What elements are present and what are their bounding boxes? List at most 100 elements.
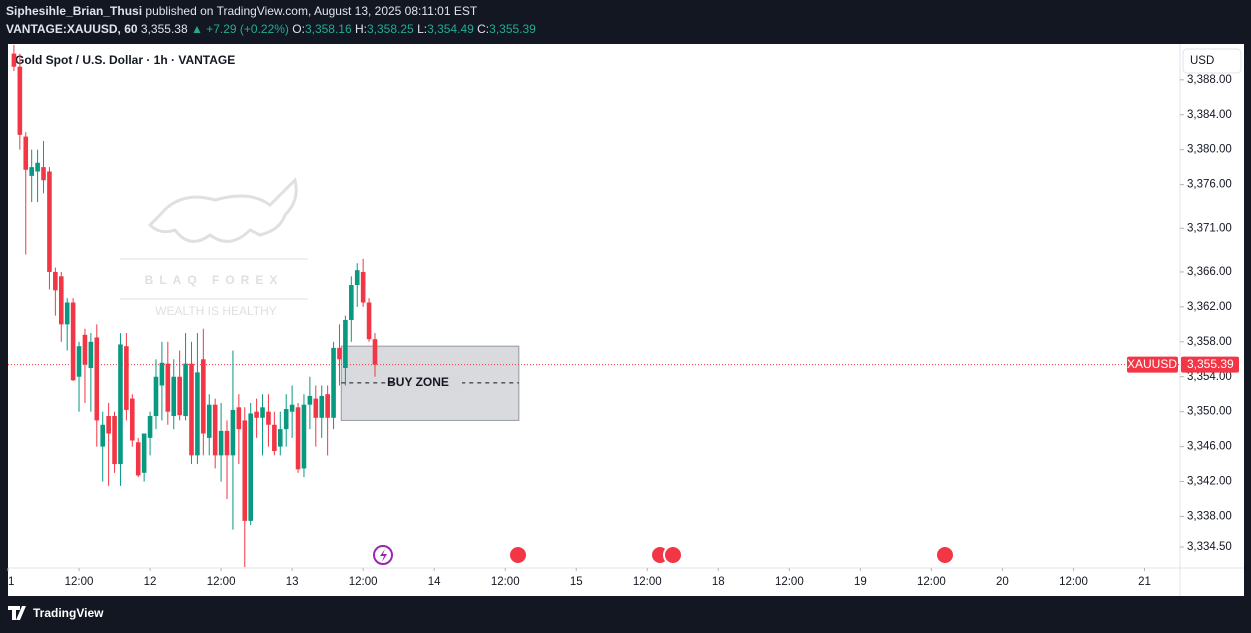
candle-body xyxy=(135,442,141,476)
event-icon xyxy=(935,545,955,565)
x-tick-label: 12:00 xyxy=(1059,576,1088,588)
candle-body xyxy=(53,271,58,291)
candle-body xyxy=(165,363,171,412)
header-line1: Siphesihle_Brian_Thusi published on Trad… xyxy=(6,4,478,18)
chart-title: Gold Spot / U.S. Dollar · 1h · VANTAGE xyxy=(15,53,235,67)
candle-body xyxy=(141,433,147,473)
candle-body xyxy=(349,285,354,320)
candle-body xyxy=(147,416,153,438)
event-icons xyxy=(373,545,955,565)
currency-box xyxy=(1182,48,1242,74)
c: 3,355.39 xyxy=(489,22,536,36)
x-tick-label: 19 xyxy=(854,576,867,588)
candle-body xyxy=(277,429,283,447)
candle-body xyxy=(331,347,336,418)
candle-body xyxy=(118,344,123,465)
footer-logo xyxy=(8,606,26,620)
last-symbol-bg xyxy=(1127,356,1178,373)
candle-body xyxy=(23,136,29,170)
candle-body xyxy=(301,404,307,469)
y-tick-label: 3,354.00 xyxy=(1187,371,1232,383)
x-tick-label: 12:00 xyxy=(917,576,946,588)
last: 3,355.38 xyxy=(141,22,188,36)
x-tick-label: 21 xyxy=(1138,576,1151,588)
y-tick-label: 3,366.00 xyxy=(1187,266,1232,278)
x-tick-label: 12 xyxy=(144,576,157,588)
header-line2: VANTAGE:XAUUSD, 60 3,355.38 ▲ +7.29 (+0.… xyxy=(6,22,536,36)
x-tick-label: 20 xyxy=(996,576,1009,588)
h: 3,358.25 xyxy=(367,22,414,36)
candle-body xyxy=(130,398,135,441)
candle-body xyxy=(94,337,100,421)
watermark-name: BLAQ FOREX xyxy=(145,273,284,287)
candle-body xyxy=(206,404,212,438)
published: published on TradingView.com, August 13,… xyxy=(145,4,477,18)
candle-body xyxy=(307,395,313,405)
y-tick-label: 3,362.00 xyxy=(1187,301,1232,313)
candle-body xyxy=(372,339,378,365)
candle-body xyxy=(171,376,177,417)
candle-body xyxy=(325,394,330,418)
candle-body xyxy=(29,167,34,176)
zone-label-bg xyxy=(398,374,463,391)
candle-body xyxy=(112,416,117,465)
last-price-label: 3,355.39 xyxy=(1187,357,1234,371)
o: 3,358.16 xyxy=(305,22,352,36)
watermark-slogan: WEALTH IS HEALTHY xyxy=(155,304,277,318)
candle-body xyxy=(295,407,301,470)
y-tick-label: 3,338.00 xyxy=(1187,511,1232,523)
candle-body xyxy=(195,372,200,456)
x-tick-label: 12:00 xyxy=(349,576,378,588)
candle-body xyxy=(236,407,242,430)
event-icon xyxy=(663,545,683,565)
x-tick-label: 12:00 xyxy=(65,576,94,588)
candle-body xyxy=(283,409,289,430)
y-tick-label: 3,334.50 xyxy=(1187,541,1232,553)
y-tick-label: 3,371.00 xyxy=(1187,222,1232,234)
x-tick-label: 12:00 xyxy=(633,576,662,588)
candle-body xyxy=(11,53,17,67)
c-label: C: xyxy=(477,22,489,36)
candle-body xyxy=(313,398,319,418)
candle-body xyxy=(319,395,325,418)
event-bolt xyxy=(380,549,387,562)
y-tick-label: 3,388.00 xyxy=(1187,74,1232,86)
event-icon xyxy=(508,545,528,565)
candle-body xyxy=(189,363,194,456)
y-tick-label: 3,358.00 xyxy=(1187,336,1232,348)
candle-body xyxy=(153,376,159,417)
last-symbol: XAUUSD xyxy=(1127,357,1177,371)
candle-body xyxy=(272,424,277,451)
l-label: L: xyxy=(417,22,427,36)
candle-body xyxy=(254,411,259,418)
candle-body xyxy=(230,409,236,456)
h-label: H: xyxy=(355,22,367,36)
zone-label: BUY ZONE xyxy=(387,375,449,389)
candle-body xyxy=(58,276,64,325)
y-tick-label: 3,376.00 xyxy=(1187,179,1232,191)
x-tick-label: 13 xyxy=(286,576,299,588)
candle-body xyxy=(35,162,40,172)
y-tick-label: 3,346.00 xyxy=(1187,441,1232,453)
x-tick-label: 15 xyxy=(570,576,583,588)
footer-brand: TradingView xyxy=(33,606,104,620)
y-tick-label: 3,342.00 xyxy=(1187,476,1232,488)
watermark-bull xyxy=(147,177,298,243)
candle-body xyxy=(183,363,188,417)
candle-body xyxy=(337,347,342,360)
symbol: VANTAGE:XAUUSD, 60 xyxy=(6,22,138,36)
candle-body xyxy=(218,430,224,456)
y-tick-label: 3,384.00 xyxy=(1187,109,1232,121)
candle-body xyxy=(17,66,23,135)
x-tick-label: 14 xyxy=(428,576,441,588)
currency: USD xyxy=(1190,55,1214,67)
candle-body xyxy=(177,376,182,416)
x-tick-label: 12:00 xyxy=(207,576,236,588)
x-tick-label: 18 xyxy=(712,576,725,588)
change: ▲ +7.29 (+0.22%) xyxy=(191,22,289,36)
candle-body xyxy=(70,302,76,381)
candle-body xyxy=(260,407,265,418)
candle-body xyxy=(41,167,46,181)
candle-body xyxy=(88,341,94,369)
candle-body xyxy=(159,362,165,386)
